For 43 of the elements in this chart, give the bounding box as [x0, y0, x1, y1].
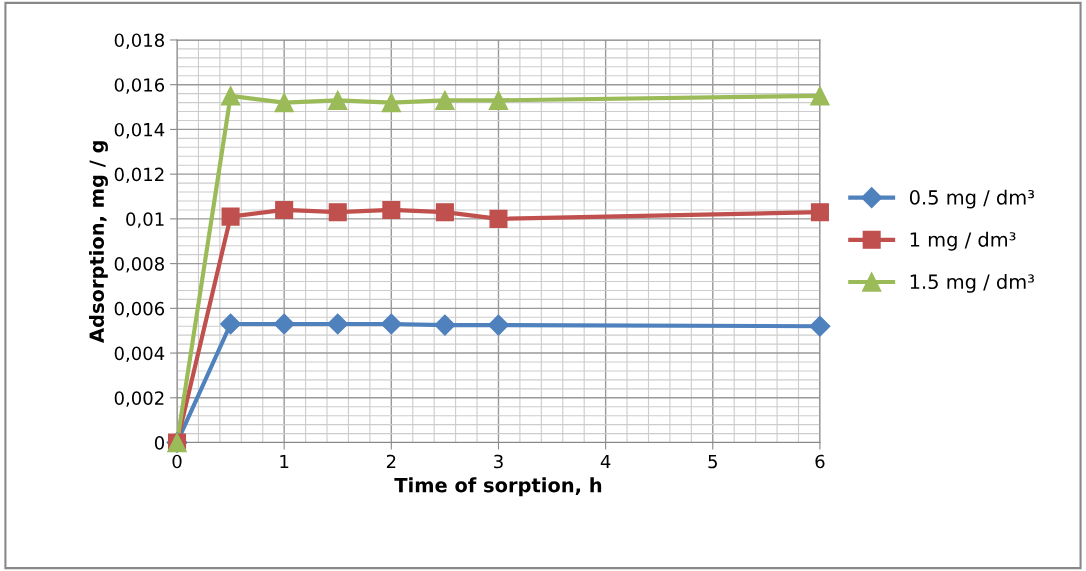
point: [489, 209, 508, 228]
point: [435, 90, 455, 111]
y-tick-label: 0,002: [114, 391, 164, 407]
y-tick-label: 0,008: [114, 257, 164, 273]
point: [809, 315, 831, 337]
point: [275, 200, 294, 219]
point: [488, 90, 509, 111]
y-axis-title: Adsorption, mg / g: [89, 141, 108, 343]
x-tick-label: 2: [386, 454, 396, 469]
x-tick-label: 5: [708, 454, 717, 469]
point: [810, 203, 829, 222]
y-tick-label: 0: [154, 435, 165, 450]
y-tick-label: 0,018: [114, 33, 164, 49]
x-axis-title: Time of sorption, h: [394, 477, 602, 497]
y-tick-label: 0,004: [114, 346, 165, 363]
point: [328, 90, 348, 111]
point: [274, 92, 294, 113]
point: [327, 313, 349, 335]
point: [220, 313, 242, 335]
point: [273, 313, 295, 335]
x-tick-label: 0: [172, 454, 182, 469]
point: [381, 92, 402, 113]
point: [220, 86, 241, 106]
y-tick-label: 0,016: [114, 78, 165, 94]
legend-label: 1.5 mg / dm³: [910, 273, 1035, 293]
y-tick-label: 0,006: [114, 301, 165, 318]
legend-label: 1 mg / dm³: [910, 231, 1016, 251]
point: [328, 203, 347, 222]
point: [810, 86, 830, 106]
point: [434, 314, 456, 336]
x-tick-label: 3: [494, 454, 503, 469]
point: [382, 200, 401, 219]
x-tick-label: 4: [600, 454, 611, 469]
legend-label: 0.5 mg / dm³: [909, 189, 1035, 209]
y-tick-label: 0,012: [114, 167, 164, 184]
point: [435, 203, 454, 222]
point: [380, 313, 402, 335]
x-tick-label: 6: [815, 454, 825, 469]
point: [221, 207, 240, 226]
point: [487, 314, 509, 336]
x-tick-label: 1: [280, 454, 289, 469]
y-tick-label: 0,01: [126, 212, 164, 228]
y-tick-label: 0,014: [114, 122, 165, 139]
